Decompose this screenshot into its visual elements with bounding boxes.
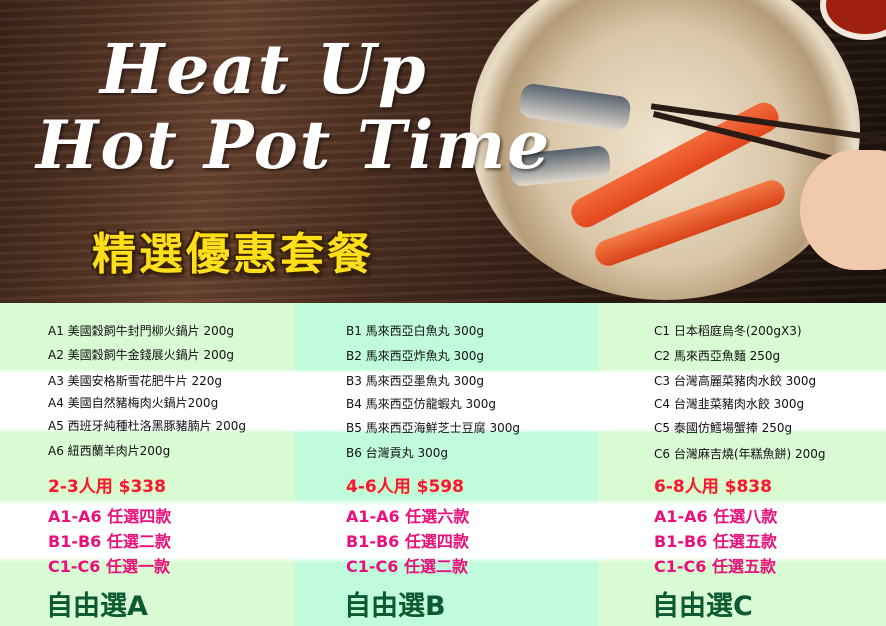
hero-subtitle: 精選優惠套餐	[92, 229, 374, 280]
column-b	[295, 303, 598, 626]
plan-name: 自由選A	[46, 591, 148, 622]
menu-item: B1 馬來西亞白魚丸 300g	[346, 324, 485, 338]
selection-rule: A1-A6 任選八款	[654, 507, 778, 526]
selection-rule: C1-C6 任選二款	[346, 557, 468, 576]
menu-item: C3 台灣高麗菜豬肉水餃 300g	[654, 374, 817, 388]
hero-title-line1: Heat Up	[100, 30, 428, 110]
menu-item: A5 西班牙純種杜洛黑豚豬腩片 200g	[48, 419, 246, 433]
menu-item: A6 紐西蘭羊肉片200g	[48, 444, 171, 458]
white-band	[0, 369, 886, 433]
menu-item: B2 馬來西亞炸魚丸 300g	[346, 349, 485, 363]
menu-table: A1 美國穀飼牛封門柳火鍋片 200g A2 美國穀飼牛金錢展火鍋片 200g A3…	[0, 303, 886, 626]
selection-rule: C1-C6 任選五款	[654, 557, 776, 576]
plan-name: 自由選C	[652, 591, 753, 622]
menu-item: B5 馬來西亞海鮮芝士豆腐 300g	[346, 421, 521, 435]
plan-name: 自由選B	[344, 591, 446, 622]
selection-rule: B1-B6 任選二款	[48, 532, 171, 551]
set-price: 2-3人用 $338	[48, 477, 166, 497]
selection-rule: B1-B6 任選五款	[654, 532, 777, 551]
menu-item: C2 馬來西亞魚麵 250g	[654, 349, 781, 363]
menu-item: A2 美國穀飼牛金錢展火鍋片 200g	[48, 348, 234, 362]
white-band	[0, 499, 886, 563]
menu-item: B6 台灣貢丸 300g	[346, 446, 449, 460]
selection-rule: A1-A6 任選四款	[48, 507, 172, 526]
set-price: 6-8人用 $838	[654, 477, 772, 497]
menu-item: A4 美國自然豬梅肉火鍋片200g	[48, 396, 219, 410]
menu-item: C5 泰國仿鱈場蟹捧 250g	[654, 421, 793, 435]
menu-item: C4 台灣韭菜豬肉水餃 300g	[654, 397, 805, 411]
selection-rule: C1-C6 任選一款	[48, 557, 170, 576]
menu-item: B4 馬來西亞仿龍蝦丸 300g	[346, 397, 497, 411]
hand-image	[800, 150, 886, 270]
selection-rule: A1-A6 任選六款	[346, 507, 470, 526]
menu-item: A1 美國穀飼牛封門柳火鍋片 200g	[48, 324, 234, 338]
hero-banner: Heat Up Hot Pot Time 精選優惠套餐	[0, 0, 886, 303]
column-c	[598, 303, 886, 626]
selection-rule: B1-B6 任選四款	[346, 532, 469, 551]
menu-item: C6 台灣麻吉燒(年糕魚餅) 200g	[654, 447, 826, 461]
menu-item: B3 馬來西亞墨魚丸 300g	[346, 374, 485, 388]
menu-item: C1 日本稻庭烏冬(200gX3)	[654, 324, 802, 338]
menu-item: A3 美國安格斯雪花肥牛片 220g	[48, 374, 222, 388]
hero-title-line2: Hot Pot Time	[36, 106, 552, 184]
set-price: 4-6人用 $598	[346, 477, 464, 497]
column-a	[0, 303, 295, 626]
